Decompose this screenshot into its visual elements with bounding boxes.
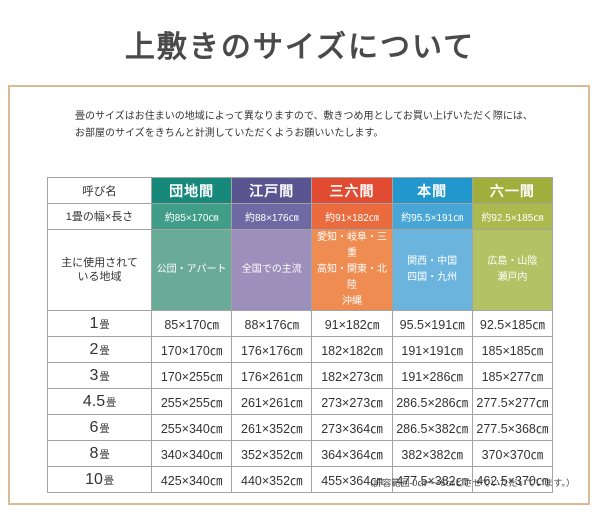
dimension-cell: 185×277㎝ xyxy=(471,362,554,389)
dimension-cell: 95.5×191㎝ xyxy=(391,310,473,337)
table-row-1jo: 1畳 85×170㎝ 88×176㎝ 91×182㎝ 95.5×191㎝ 92.… xyxy=(47,310,554,337)
dimension-cell: 286.5×382㎝ xyxy=(391,414,473,441)
dimension-cell: 261×261㎝ xyxy=(231,388,313,415)
region-cell: 関西・中国 四国・九州 xyxy=(391,229,473,311)
size-value-cell: 約95.5×191㎝ xyxy=(391,203,473,230)
table-row-2jo: 2畳 170×170㎝ 176×176㎝ 182×182㎝ 191×191㎝ 1… xyxy=(47,336,554,363)
dimension-cell: 255×255㎝ xyxy=(150,388,233,415)
table-row-10jo: 10畳 425×340㎝ 440×352㎝ 455×364㎝ 477.5×382… xyxy=(47,466,554,493)
size-row-label-cell: 1畳の幅×長さ xyxy=(47,203,152,230)
dimension-cell: 92.5×185㎝ xyxy=(471,310,554,337)
dimension-cell: 462.5×370㎝ xyxy=(471,466,554,493)
column-header-rokuichima: 六一間 xyxy=(471,177,554,204)
mat-count-cell: 10畳 xyxy=(47,466,152,493)
dimension-cell: 455×364㎝ xyxy=(311,466,393,493)
mat-count-cell: 3畳 xyxy=(47,362,152,389)
page-title: 上敷きのサイズについて xyxy=(124,30,476,65)
table-row-4-5jo: 4.5畳 255×255㎝ 261×261㎝ 273×273㎝ 286.5×28… xyxy=(47,388,554,415)
column-header-danchima: 団地間 xyxy=(150,177,233,204)
dimension-cell: 191×286㎝ xyxy=(391,362,473,389)
mat-count-cell: 1畳 xyxy=(47,310,152,337)
table-row-6jo: 6畳 255×340㎝ 261×352㎝ 273×364㎝ 286.5×382㎝… xyxy=(47,414,554,441)
dimension-cell: 170×255㎝ xyxy=(150,362,233,389)
dimension-cell: 425×340㎝ xyxy=(150,466,233,493)
table-footnote: （許容範囲-0㎝～+5㎝とさせていただいています。） xyxy=(364,478,575,488)
tatami-unit-size-row: 1畳の幅×長さ 約85×170㎝ 約88×176㎝ 約91×182㎝ 約95.5… xyxy=(47,203,554,230)
dimension-cell: 91×182㎝ xyxy=(311,310,393,337)
size-value-cell: 約85×170㎝ xyxy=(150,203,233,230)
tatami-size-table: 呼び名 団地間 江戸間 三六間 本間 六一間 1畳の幅×長さ 約85×170㎝ … xyxy=(47,177,554,493)
table-header-row: 呼び名 団地間 江戸間 三六間 本間 六一間 xyxy=(47,177,554,204)
region-row: 主に使用されて いる地域 公団・アパート 全国での主流 愛知・岐阜・三重 高知・… xyxy=(47,229,554,311)
size-value-cell: 約91×182㎝ xyxy=(311,203,393,230)
dimension-cell: 273×273㎝ xyxy=(311,388,393,415)
mat-count-cell: 6畳 xyxy=(47,414,152,441)
dimension-cell: 273×364㎝ xyxy=(311,414,393,441)
dimension-cell: 191×191㎝ xyxy=(391,336,473,363)
column-header-saburokuma: 三六間 xyxy=(311,177,393,204)
region-row-label-cell: 主に使用されて いる地域 xyxy=(47,229,152,311)
dimension-cell: 440×352㎝ xyxy=(231,466,313,493)
size-value-cell: 約88×176㎝ xyxy=(231,203,313,230)
dimension-cell: 477.5×382㎝ xyxy=(391,466,473,493)
column-header-edoma: 江戸間 xyxy=(231,177,313,204)
dimension-cell: 85×170㎝ xyxy=(150,310,233,337)
table-row-8jo: 8畳 340×340㎝ 352×352㎝ 364×364㎝ 382×382㎝ 3… xyxy=(47,440,554,467)
dimension-cell: 277.5×277㎝ xyxy=(471,388,554,415)
mat-count-cell: 8畳 xyxy=(47,440,152,467)
dimension-cell: 352×352㎝ xyxy=(231,440,313,467)
region-cell: 全国での主流 xyxy=(231,229,313,311)
mat-count-cell: 4.5畳 xyxy=(47,388,152,415)
dimension-cell: 182×273㎝ xyxy=(311,362,393,389)
dimension-cell: 255×340㎝ xyxy=(150,414,233,441)
region-cell: 愛知・岐阜・三重 高知・関東・北陸 沖縄 xyxy=(311,229,393,311)
region-cell: 公団・アパート xyxy=(150,229,233,311)
size-value-cell: 約92.5×185㎝ xyxy=(471,203,554,230)
dimension-cell: 382×382㎝ xyxy=(391,440,473,467)
intro-line-2: お部屋のサイズをきちんと計測していただくようお願いいたします。 xyxy=(75,128,384,139)
dimension-cell: 261×352㎝ xyxy=(231,414,313,441)
dimension-cell: 277.5×368㎝ xyxy=(471,414,554,441)
column-header-honma: 本間 xyxy=(391,177,473,204)
dimension-cell: 170×170㎝ xyxy=(150,336,233,363)
region-cell: 広島・山陰 瀬戸内 xyxy=(471,229,554,311)
dimension-cell: 340×340㎝ xyxy=(150,440,233,467)
dimension-cell: 176×176㎝ xyxy=(231,336,313,363)
dimension-cell: 364×364㎝ xyxy=(311,440,393,467)
dimension-cell: 182×182㎝ xyxy=(311,336,393,363)
dimension-cell: 176×261㎝ xyxy=(231,362,313,389)
corner-header-cell: 呼び名 xyxy=(47,177,152,204)
intro-text: 畳のサイズはお住まいの地域によって異なりますので、敷きつめ用としてお買い上げいた… xyxy=(75,108,545,142)
dimension-cell: 185×185㎝ xyxy=(471,336,554,363)
mat-count-cell: 2畳 xyxy=(47,336,152,363)
dimension-cell: 286.5×286㎝ xyxy=(391,388,473,415)
dimension-cell: 370×370㎝ xyxy=(471,440,554,467)
intro-line-1: 畳のサイズはお住まいの地域によって異なりますので、敷きつめ用としてお買い上げいた… xyxy=(75,111,533,122)
dimension-cell: 88×176㎝ xyxy=(231,310,313,337)
table-row-3jo: 3畳 170×255㎝ 176×261㎝ 182×273㎝ 191×286㎝ 1… xyxy=(47,362,554,389)
